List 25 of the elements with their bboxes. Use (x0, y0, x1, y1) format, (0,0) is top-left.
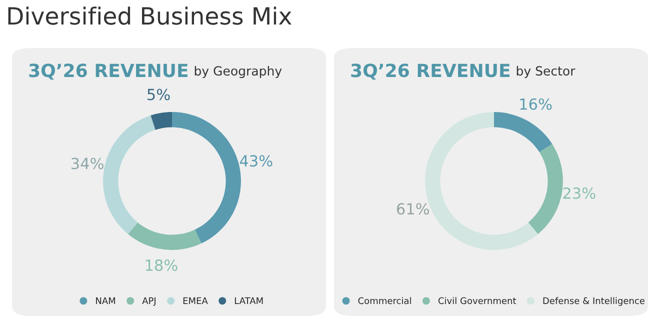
data-label: 16% (520, 98, 552, 110)
legend-label: APJ (142, 297, 156, 306)
donut-slice (150, 112, 172, 130)
data-label: 61% (396, 203, 430, 215)
chart-subtitle: by Geography (194, 66, 282, 78)
data-label: 18% (146, 259, 178, 271)
chart-title: 3Q’26 REVENUE (351, 64, 510, 80)
legend-label: Defense & Intelligence (543, 297, 645, 306)
chart-title: 3Q’26 REVENUE (29, 64, 188, 80)
data-label: 34% (72, 158, 104, 170)
donut-slice (172, 112, 241, 244)
chart-subtitle: by Sector (516, 66, 576, 78)
data-label: 5% (148, 88, 170, 100)
legend-label: EMEA (183, 297, 208, 304)
donut-slice (103, 115, 156, 234)
data-label: 23% (563, 187, 596, 199)
text: Diversified Business Mix (8, 6, 292, 25)
legend-label: NAM (96, 297, 116, 304)
legend-label: LATAM (234, 297, 263, 304)
legend-label: Commercial (358, 297, 411, 304)
donut-slice (528, 144, 563, 234)
legend-label: Civil Government (438, 297, 516, 304)
donut-slice (494, 112, 552, 152)
donut-slice (128, 222, 202, 250)
data-label: 43% (240, 155, 272, 167)
